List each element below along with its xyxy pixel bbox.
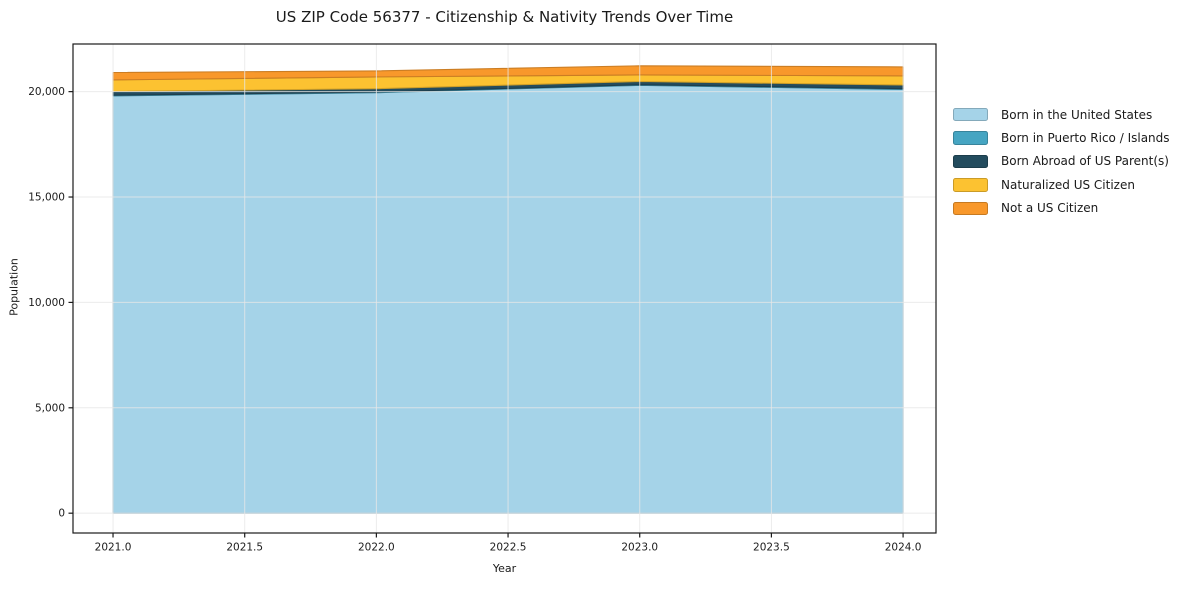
- legend-item-born-abroad-of-us-parent-s: Born Abroad of US Parent(s): [953, 150, 1170, 173]
- x-tick-label: 2021.5: [226, 542, 263, 554]
- legend-label: Born Abroad of US Parent(s): [1001, 154, 1169, 169]
- legend-swatch: [953, 131, 988, 145]
- x-tick-label: 2021.0: [95, 542, 132, 554]
- legend: Born in the United States Born in Puerto …: [953, 103, 1170, 220]
- x-tick-label: 2022.5: [490, 542, 527, 554]
- legend-swatch: [953, 154, 988, 169]
- plot-border: [72, 43, 937, 534]
- x-tick-label: 2023.5: [753, 542, 790, 554]
- legend-item-born-in-puerto-rico-islands: Born in Puerto Rico / Islands: [953, 126, 1170, 149]
- x-tick-label: 2024.0: [885, 542, 922, 554]
- legend-item-naturalized-us-citizen: Naturalized US Citizen: [953, 173, 1170, 196]
- legend-item-not-a-us-citizen: Not a US Citizen: [953, 197, 1170, 220]
- x-axis-label: Year: [492, 562, 517, 575]
- chart-title: US ZIP Code 56377 - Citizenship & Nativi…: [275, 8, 734, 26]
- legend-label: Not a US Citizen: [1001, 201, 1099, 216]
- y-tick-label: 0: [58, 508, 65, 520]
- legend-label: Naturalized US Citizen: [1001, 177, 1135, 192]
- legend-swatch: [953, 107, 988, 122]
- x-tick-label: 2023.0: [621, 542, 658, 554]
- x-tick-label: 2022.0: [358, 542, 395, 554]
- legend-label: Born in the United States: [1001, 107, 1153, 122]
- y-tick-label: 5,000: [35, 402, 65, 414]
- legend-label: Born in Puerto Rico / Islands: [1001, 131, 1170, 146]
- y-tick-label: 20,000: [28, 86, 65, 98]
- y-tick-label: 10,000: [28, 297, 65, 309]
- legend-swatch: [953, 201, 988, 215]
- legend-swatch: [953, 178, 988, 192]
- legend-item-born-in-the-united-states: Born in the United States: [953, 103, 1170, 126]
- y-tick-label: 15,000: [28, 192, 65, 204]
- y-axis-label: Population: [7, 258, 21, 316]
